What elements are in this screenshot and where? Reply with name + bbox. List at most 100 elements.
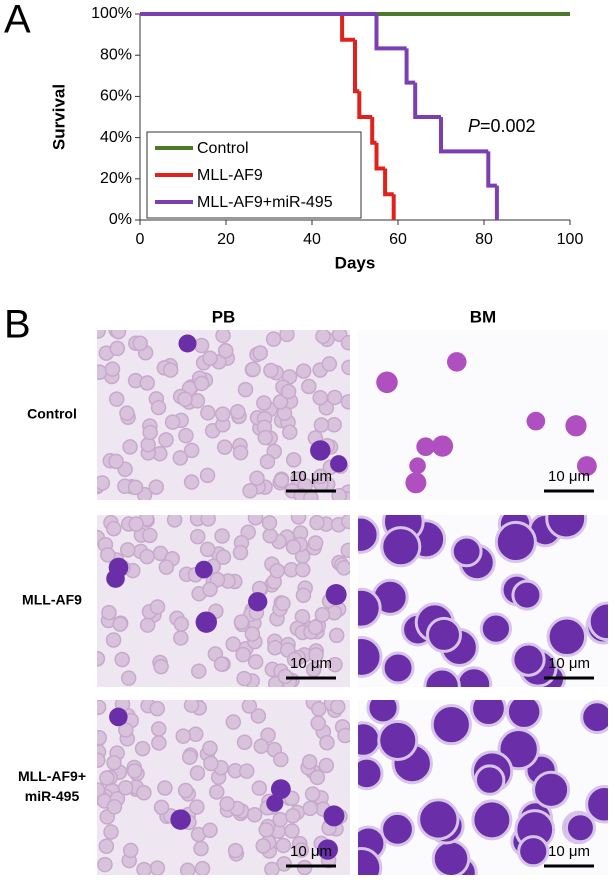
nucleated-cell	[416, 437, 435, 457]
red-cell	[313, 417, 330, 433]
nucleated-cell	[580, 700, 608, 735]
red-cell	[157, 780, 173, 796]
red-cell	[97, 856, 113, 873]
red-cell	[97, 651, 106, 667]
red-cell	[327, 656, 343, 673]
red-cell	[295, 561, 311, 578]
red-cell	[265, 331, 282, 347]
nucleated-cell	[546, 616, 588, 657]
red-cell	[273, 751, 289, 768]
red-cell	[108, 453, 124, 470]
y-tick-label: 40%	[100, 129, 132, 146]
x-tick-label: 80	[475, 231, 493, 248]
red-cell	[134, 740, 151, 757]
scale-bar-label: 10 μm	[548, 655, 590, 672]
scale-bar-label: 10 μm	[548, 843, 590, 860]
red-cell	[149, 860, 166, 875]
red-cell	[139, 375, 156, 391]
red-cell	[173, 616, 190, 632]
red-cell	[236, 734, 253, 750]
red-cell	[296, 859, 313, 875]
x-axis-label: Days	[335, 253, 376, 272]
red-cell	[308, 647, 324, 663]
red-cell	[302, 800, 318, 817]
nucleated-cell	[380, 526, 422, 568]
red-cell	[189, 528, 206, 545]
red-cell	[193, 840, 209, 857]
nucleated-cell	[532, 770, 571, 809]
nucleated-cell	[323, 805, 345, 827]
red-cell	[235, 646, 251, 663]
survival-step	[383, 168, 394, 197]
red-cell	[337, 727, 350, 744]
red-cell	[285, 539, 302, 555]
red-cell	[293, 842, 310, 858]
red-cell	[191, 663, 207, 679]
red-cell	[199, 541, 216, 558]
nucleated-cell	[178, 334, 197, 353]
survival-step	[404, 48, 416, 85]
red-cell	[319, 734, 335, 751]
red-cell	[285, 452, 302, 468]
red-cell	[193, 337, 210, 354]
red-cell	[139, 617, 156, 633]
y-tick-label: 60%	[100, 88, 132, 105]
legend-label: MLL-AF9+miR-495	[197, 194, 333, 211]
micrograph: 10 μm	[97, 330, 350, 500]
legend-label: Control	[197, 140, 249, 157]
red-cell	[246, 806, 263, 823]
red-cell	[312, 468, 329, 485]
red-cell	[326, 389, 343, 406]
x-tick-label: 20	[217, 231, 235, 248]
red-cell	[128, 516, 144, 532]
nucleated-cell	[517, 835, 550, 868]
red-cell	[314, 606, 331, 623]
red-cell	[183, 474, 200, 490]
red-cell	[269, 563, 285, 579]
red-cell	[202, 740, 218, 756]
red-cell	[106, 799, 123, 815]
red-cell	[166, 515, 183, 528]
red-cell	[219, 796, 235, 812]
red-cell	[245, 361, 261, 378]
cells	[376, 352, 597, 494]
scale-bar-label: 10 μm	[290, 468, 332, 485]
red-cell	[229, 403, 246, 420]
red-cell	[295, 363, 312, 379]
red-cell	[126, 763, 143, 779]
red-cell	[101, 604, 117, 621]
red-cell	[164, 414, 181, 430]
red-cell	[329, 700, 346, 715]
cells	[97, 700, 350, 875]
nucleated-cell	[248, 592, 268, 612]
nucleated-cell	[377, 719, 419, 761]
red-cell	[142, 424, 158, 441]
nucleated-cell	[455, 666, 493, 687]
red-cell	[139, 548, 155, 565]
nucleated-cell	[417, 798, 460, 841]
red-cell	[277, 668, 294, 685]
red-cell	[310, 715, 326, 731]
nucleated-cell	[494, 520, 537, 564]
nucleated-cell	[587, 601, 608, 642]
nucleated-cell	[471, 799, 513, 841]
red-cell	[263, 362, 279, 379]
red-cell	[193, 375, 210, 392]
red-cell	[119, 405, 135, 421]
nucleated-cell	[511, 579, 543, 611]
nucleated-cell	[479, 612, 513, 645]
nucleated-cell	[366, 700, 400, 725]
red-cell	[189, 765, 206, 781]
red-cell	[109, 340, 126, 357]
red-cell	[247, 654, 264, 670]
red-cell	[136, 861, 152, 875]
red-cell	[250, 708, 267, 724]
red-cell	[237, 381, 254, 398]
red-cell	[232, 444, 249, 461]
micrograph: 10 μm	[358, 330, 608, 500]
cells	[358, 515, 608, 687]
red-cell	[312, 389, 328, 406]
nucleated-cell	[358, 635, 383, 678]
red-cell	[181, 749, 198, 765]
